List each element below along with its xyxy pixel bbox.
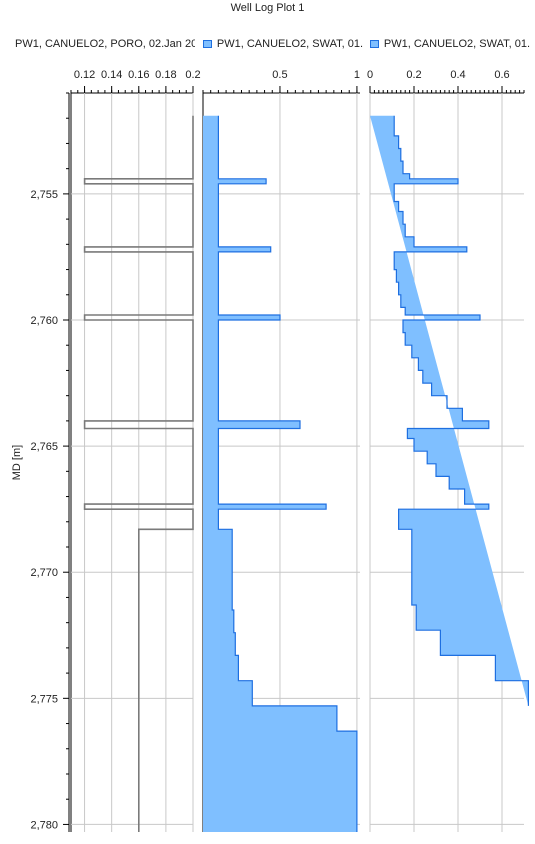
track-tick-label: 0.16 (128, 69, 149, 81)
track-tick-label: 0.18 (155, 69, 176, 81)
depth-tick-label: 2,765 (30, 441, 58, 453)
poro-curve (83, 115, 194, 832)
depth-tick-label: 2,775 (30, 693, 58, 705)
track-tick-label: 0.2 (185, 69, 200, 81)
swat-area-fill (370, 115, 529, 706)
track-tick-label: 0.6 (494, 69, 509, 81)
swat-curve (393, 115, 530, 706)
depth-tick-label: 2,760 (30, 315, 58, 327)
track-tick-label: 1 (354, 69, 360, 81)
legend-fill-swatch (203, 40, 212, 48)
plot-title: Well Log Plot 1 (230, 2, 305, 14)
swat-curve (217, 115, 358, 832)
depth-tick-label: 2,755 (30, 189, 58, 201)
depth-tick-label: 2,780 (30, 819, 58, 831)
legend-label-poro: PW1, CANUELO2, PORO, 02.Jan 20 (15, 38, 195, 50)
track-tick-label: 0.5 (272, 69, 287, 81)
track-tick-label: 0.14 (101, 69, 122, 81)
legend-label-swat-1: PW1, CANUELO2, SWAT, 01. (216, 38, 363, 50)
track-tick-label: 0.4 (450, 69, 465, 81)
track-tick-label: 0.12 (74, 69, 95, 81)
legend-item-poro: PW1, CANUELO2, PORO, 02.Jan 20 (10, 38, 195, 50)
legend-label-swat-2: PW1, CANUELO2, SWAT, 01. (383, 38, 530, 50)
legend-item-swat-2: PW1, CANUELO2, SWAT, 01. (370, 38, 530, 50)
legend-item-swat-1: PW1, CANUELO2, SWAT, 01. (203, 38, 363, 50)
track-tick-label: 0 (367, 69, 373, 81)
depth-axis-label: MD [m] (11, 445, 23, 480)
legend-fill-swatch (370, 40, 379, 48)
depth-tick-label: 2,770 (30, 567, 58, 579)
track-tick-label: 0.2 (406, 69, 421, 81)
